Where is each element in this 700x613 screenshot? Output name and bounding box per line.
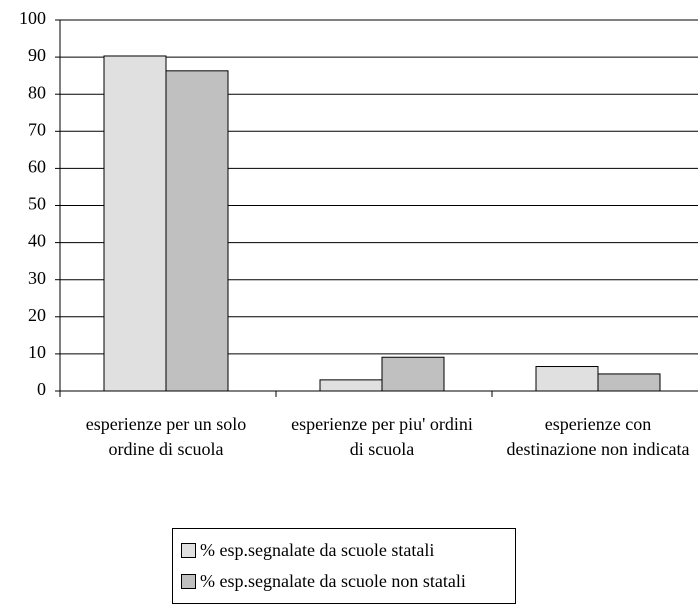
x-tick-label: esperienze con destinazione non indicata <box>506 414 690 459</box>
bar <box>535 366 599 392</box>
bar <box>319 379 383 392</box>
bar <box>103 55 167 392</box>
y-tick-label: 100 <box>19 8 46 28</box>
y-tick-label: 80 <box>28 82 46 102</box>
legend-label: % esp.segnalate da scuole non statali <box>200 571 466 591</box>
legend-label: % esp.segnalate da scuole statali <box>200 540 435 560</box>
y-tick-label: 60 <box>28 157 46 177</box>
legend-item: % esp.segnalate da scuole statali <box>181 535 507 566</box>
legend: % esp.segnalate da scuole statali % esp.s… <box>172 528 516 604</box>
y-tick-label: 90 <box>28 45 46 65</box>
y-tick-label: 40 <box>28 231 46 251</box>
bar <box>381 356 445 392</box>
x-tick-label: esperienze per piu' ordini di scuola <box>291 414 473 459</box>
y-tick-label: 30 <box>28 268 46 288</box>
x-tick-label: esperienze per un solo ordine di scuola <box>85 414 247 459</box>
y-tick-label: 50 <box>28 194 46 214</box>
bar <box>597 373 661 392</box>
y-tick-label: 20 <box>28 305 46 325</box>
legend-swatch <box>181 543 196 558</box>
legend-item: % esp.segnalate da scuole non statali <box>181 566 507 597</box>
legend-swatch <box>181 574 196 589</box>
bar <box>165 70 229 392</box>
y-tick-label: 0 <box>37 379 46 399</box>
y-tick-label: 10 <box>28 342 46 362</box>
y-tick-label: 70 <box>28 119 46 139</box>
